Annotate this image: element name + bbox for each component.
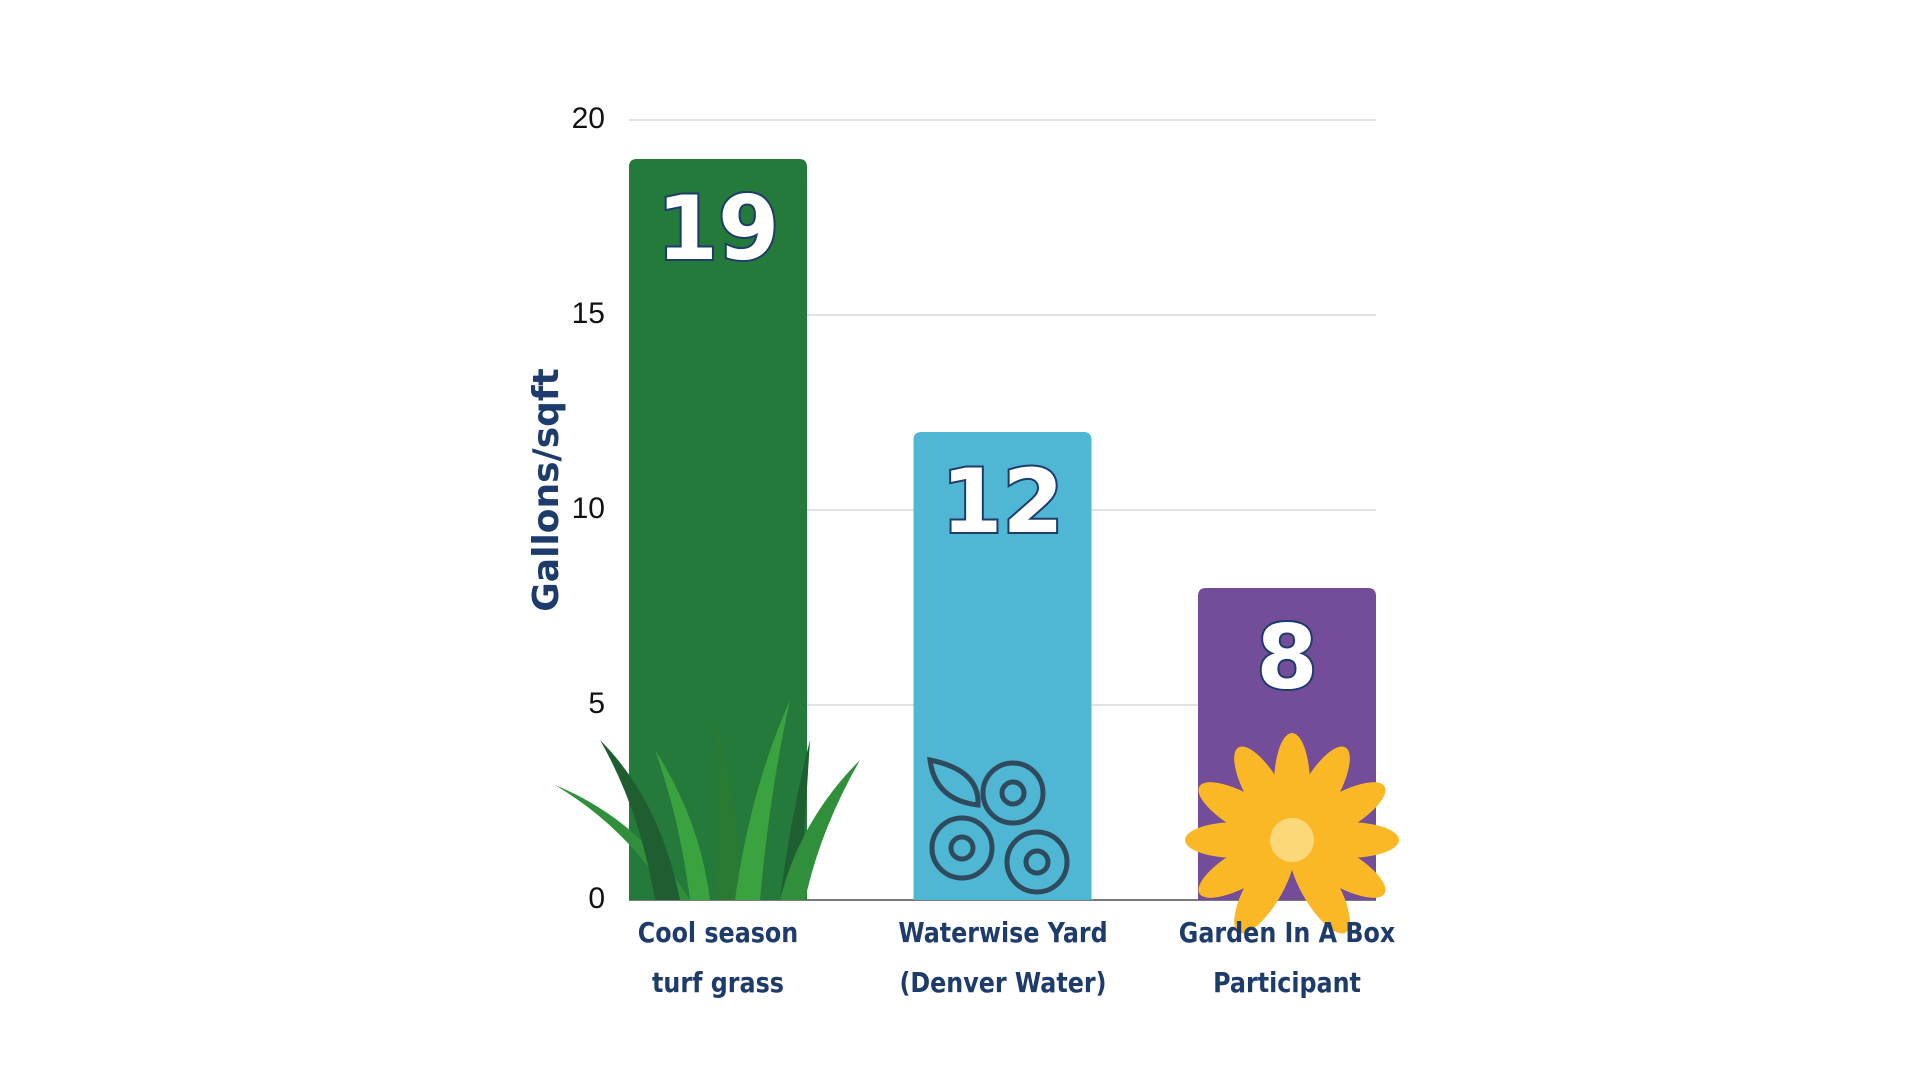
daisy-icon: [1185, 733, 1399, 934]
y-tick-label: 20: [572, 102, 605, 135]
label-layer: 19 12 8: [655, 175, 1320, 711]
y-axis-title: Gallons/sqft: [526, 368, 567, 612]
y-tick-label: 0: [588, 882, 605, 915]
value-label: 12: [941, 450, 1063, 553]
y-tick-label: 15: [572, 297, 605, 330]
y-tick-label: 5: [588, 687, 605, 720]
x-tick-label: Cool season turf grass: [637, 916, 799, 999]
bar: [629, 159, 807, 900]
decorations: [555, 700, 1399, 934]
value-label: 19: [657, 177, 779, 280]
x-tick-label: Waterwise Yard (Denver Water): [897, 916, 1108, 999]
grass-icon: [555, 700, 860, 900]
bar: [913, 432, 1092, 900]
flower-icon: [927, 756, 1070, 895]
x-tick-label: Garden In A Box Participant: [1178, 916, 1396, 999]
value-label: 8: [1256, 606, 1317, 709]
y-tick-label: 10: [572, 492, 605, 525]
